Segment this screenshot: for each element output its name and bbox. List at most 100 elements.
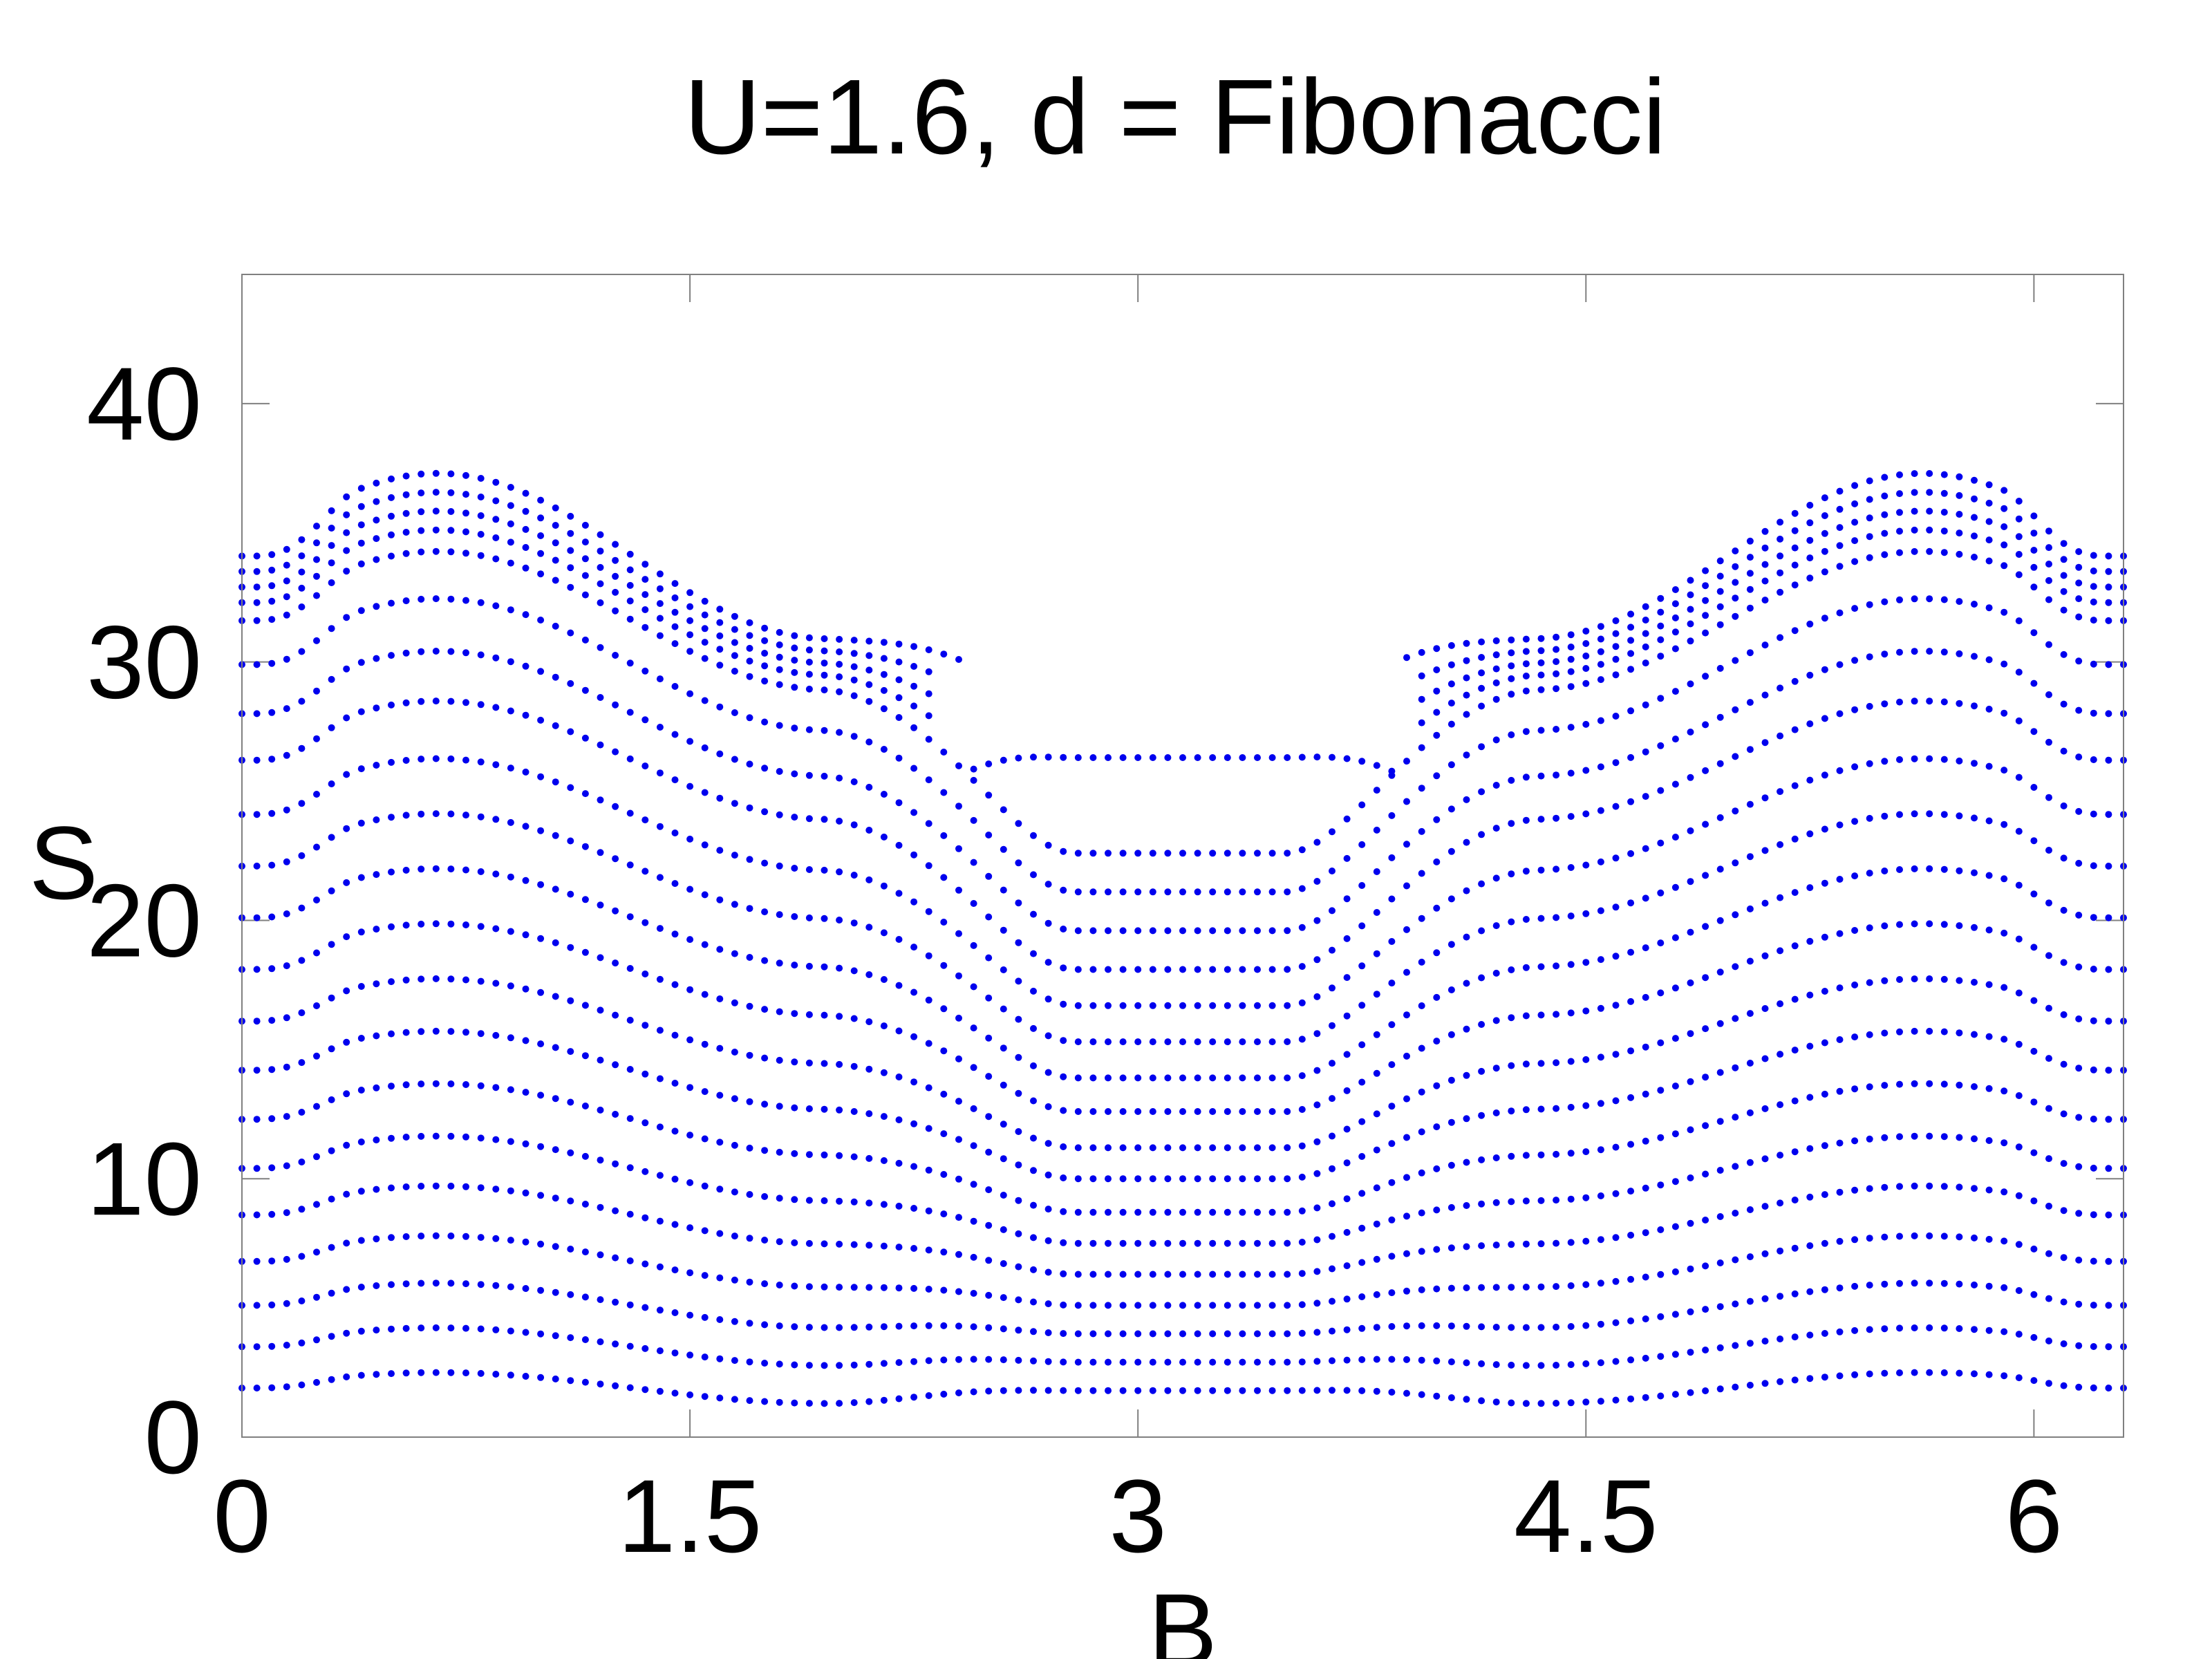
- data-point: [283, 1209, 290, 1217]
- data-point: [1642, 659, 1649, 667]
- data-point: [343, 933, 350, 941]
- data-point: [328, 994, 335, 1002]
- data-point: [268, 1210, 276, 1218]
- data-point: [1761, 1338, 1769, 1345]
- data-point: [731, 950, 738, 957]
- data-point: [1985, 518, 1993, 525]
- data-point: [1373, 826, 1380, 834]
- data-point: [1254, 1002, 1261, 1009]
- y-tick-label: 0: [144, 1379, 202, 1495]
- data-point: [2105, 552, 2112, 560]
- data-point: [298, 697, 306, 705]
- data-point: [1284, 1002, 1291, 1009]
- data-point: [1582, 628, 1590, 635]
- data-point: [357, 539, 365, 547]
- data-point: [1060, 1000, 1067, 1008]
- data-point: [1732, 1383, 1739, 1391]
- data-point: [1373, 762, 1380, 769]
- data-point: [1358, 758, 1366, 765]
- data-point: [2060, 1110, 2068, 1118]
- data-point: [1761, 1155, 1769, 1163]
- data-point: [1791, 726, 1799, 733]
- data-point: [567, 1291, 574, 1298]
- data-point: [940, 789, 948, 796]
- data-point: [462, 921, 469, 928]
- data-point: [1074, 1108, 1082, 1115]
- data-point: [925, 952, 932, 959]
- data-point: [1030, 1024, 1037, 1032]
- data-point: [1030, 1328, 1037, 1335]
- data-point: [1194, 1208, 1201, 1216]
- data-point: [940, 874, 948, 881]
- data-point: [1478, 788, 1485, 796]
- data-point: [1403, 841, 1410, 848]
- data-point: [1105, 1239, 1112, 1247]
- data-point: [343, 614, 350, 621]
- data-point: [2075, 911, 2083, 919]
- data-point: [283, 1162, 290, 1170]
- data-point: [612, 1207, 619, 1215]
- data-point: [1926, 1369, 1933, 1376]
- data-point: [1074, 1358, 1082, 1366]
- data-point: [1298, 924, 1306, 931]
- data-point: [1358, 1002, 1366, 1009]
- data-point: [1015, 1161, 1022, 1169]
- data-point: [567, 837, 574, 845]
- data-point: [850, 1153, 858, 1161]
- data-point: [836, 1152, 843, 1159]
- data-point: [1612, 759, 1620, 767]
- data-point: [1627, 1231, 1635, 1239]
- data-point: [1687, 680, 1694, 688]
- data-point: [522, 507, 529, 515]
- data-point: [2015, 935, 2023, 943]
- data-point: [283, 806, 290, 814]
- data-point: [1478, 927, 1485, 935]
- data-point: [1313, 1387, 1321, 1394]
- data-point: [1433, 993, 1441, 1001]
- data-point: [925, 668, 932, 675]
- data-point: [1284, 1330, 1291, 1338]
- data-point: [581, 948, 589, 956]
- data-point: [686, 1269, 694, 1277]
- data-point: [1537, 866, 1545, 874]
- data-point: [1343, 1356, 1351, 1364]
- data-point: [2015, 668, 2023, 676]
- data-point: [1642, 845, 1649, 852]
- data-point: [1105, 1074, 1112, 1082]
- data-point: [836, 1284, 843, 1291]
- data-point: [1716, 1167, 1724, 1174]
- data-point: [1358, 1041, 1366, 1049]
- data-point: [567, 629, 574, 637]
- data-point: [581, 636, 589, 644]
- data-point: [1149, 1387, 1156, 1394]
- data-point: [1492, 1284, 1500, 1291]
- data-point: [1567, 912, 1575, 920]
- data-point: [447, 920, 455, 928]
- data-point: [1821, 1330, 1828, 1337]
- data-point: [791, 657, 798, 664]
- data-point: [2060, 700, 2068, 708]
- data-point: [283, 1300, 290, 1307]
- data-point: [1926, 1182, 1933, 1190]
- data-point: [462, 1232, 469, 1240]
- data-point: [373, 498, 380, 505]
- data-point: [1313, 917, 1321, 924]
- data-point: [507, 1371, 514, 1379]
- data-point: [2030, 837, 2038, 845]
- data-point: [1582, 1360, 1590, 1367]
- data-point: [626, 861, 634, 869]
- data-point: [1971, 554, 1978, 561]
- data-point: [462, 649, 469, 657]
- data-point: [1836, 821, 1844, 829]
- data-point: [1343, 854, 1351, 862]
- data-point: [2000, 1087, 2008, 1095]
- data-point: [1239, 927, 1246, 935]
- data-point: [1702, 597, 1709, 604]
- data-point: [1478, 1397, 1485, 1405]
- data-point: [850, 1241, 858, 1248]
- data-point: [985, 994, 993, 1002]
- data-point: [1866, 554, 1873, 561]
- data-point: [1567, 1150, 1575, 1157]
- y-axis-label: S: [29, 805, 98, 921]
- data-point: [1254, 888, 1261, 896]
